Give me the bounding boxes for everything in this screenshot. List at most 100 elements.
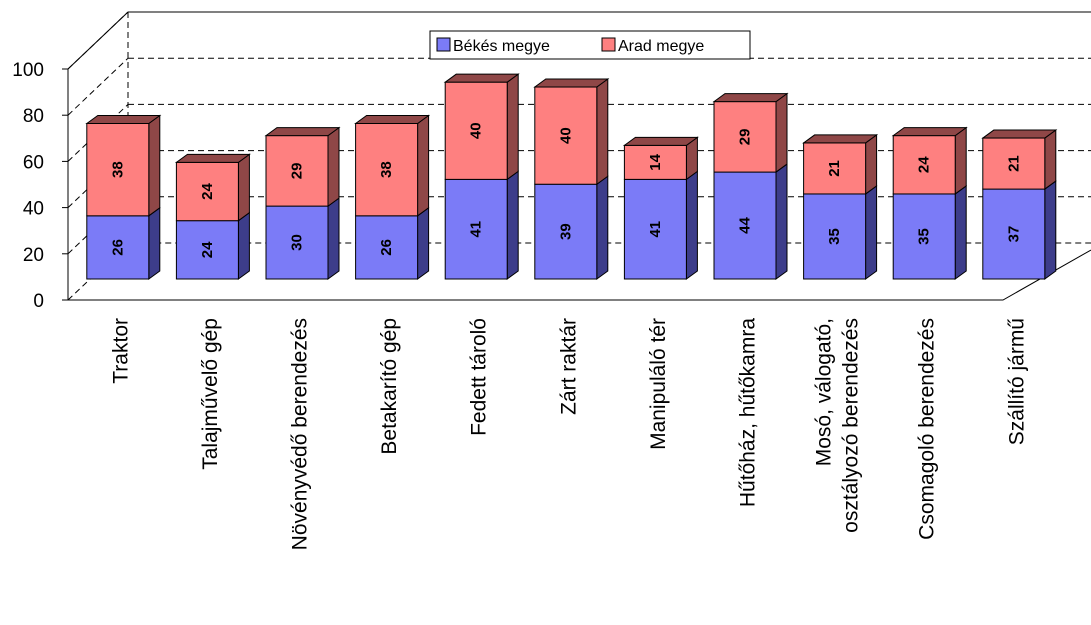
data-label: 24 <box>199 183 216 200</box>
bar-top <box>802 134 879 144</box>
data-label: 26 <box>109 239 126 256</box>
y-tick-label: 40 <box>23 199 44 220</box>
data-label: 38 <box>378 161 395 178</box>
bar-side <box>775 163 788 280</box>
bar-side <box>596 78 609 186</box>
bar-segment <box>982 188 1046 280</box>
bar-side <box>865 184 878 280</box>
data-label: 29 <box>289 163 306 180</box>
bar-segment <box>982 137 1046 190</box>
bar-top <box>354 114 431 124</box>
bar-side <box>327 126 340 208</box>
legend: Békés megye Arad megye <box>429 30 751 60</box>
bar-side <box>417 206 430 280</box>
bar-segment <box>803 142 867 195</box>
y-tick-label: 60 <box>23 152 44 173</box>
bar-side <box>954 126 967 195</box>
bar-top <box>264 127 341 137</box>
bar-segment <box>623 178 687 280</box>
data-label: 29 <box>737 129 754 146</box>
y-tick-label: 0 <box>33 291 44 312</box>
bar-segment <box>444 178 508 280</box>
category-label: Manipuláló tér <box>647 318 670 450</box>
y-tick-label: 80 <box>23 106 44 127</box>
data-label: 41 <box>468 221 485 238</box>
bar-side <box>506 170 519 280</box>
data-label: 24 <box>916 156 933 173</box>
category-label: Betakarító gép <box>378 318 401 455</box>
data-label: 35 <box>916 228 933 245</box>
category-label: Fedett tároló <box>468 318 491 436</box>
category-label: Mosó, válogató, <box>813 318 836 466</box>
data-label: 38 <box>109 161 126 178</box>
category-label: Csomagoló berendezés <box>916 318 939 540</box>
gridline-side <box>67 57 129 116</box>
legend-box <box>429 30 751 60</box>
bar-side <box>596 175 609 280</box>
data-label: 35 <box>826 228 843 245</box>
category-label: Traktor <box>109 318 132 384</box>
legend-label: Arad megye <box>618 38 704 55</box>
bar-side <box>237 153 250 222</box>
category-label: Szállító jármű <box>1005 318 1028 445</box>
bar-segment <box>86 122 150 217</box>
bar-segment <box>175 161 239 222</box>
floor-front-edge <box>68 249 1091 301</box>
category-label: Hűtőház, hűtőkamra <box>737 318 760 507</box>
data-label: 40 <box>468 122 485 139</box>
bar-side <box>417 114 430 217</box>
bar-side <box>148 206 161 280</box>
bar-segment <box>355 122 419 217</box>
data-label: 44 <box>737 217 754 234</box>
bar-segment <box>265 205 329 280</box>
x-axis-labels: Traktor Talajművelő gép Növényvédő berende… <box>109 318 1028 551</box>
bar-side <box>237 211 250 280</box>
data-label: 21 <box>1005 155 1022 172</box>
data-label: 39 <box>557 223 574 240</box>
bars: 26 38 24 24 30 29 26 38 41 40 39 40 41 14 44 29 35 21 35 24… <box>85 73 1058 280</box>
category-label: Zárt raktár <box>557 318 580 415</box>
bar-side <box>865 133 878 195</box>
data-label: 26 <box>378 239 395 256</box>
data-label: 21 <box>826 160 843 177</box>
data-label: 30 <box>289 234 306 251</box>
bar-segment <box>86 215 150 280</box>
bar-top <box>981 129 1058 139</box>
bar-side <box>685 170 698 280</box>
bar-top <box>891 127 968 137</box>
legend-swatch <box>601 37 616 52</box>
bar-side <box>1044 180 1057 280</box>
bar-segment <box>534 183 598 280</box>
category-label: Talajművelő gép <box>199 318 222 470</box>
data-label: 41 <box>647 221 664 238</box>
bar-top <box>712 93 789 103</box>
bar-segment <box>355 215 419 280</box>
y-axis: 0 20 40 60 80 100 <box>12 60 68 312</box>
bar-segment <box>265 135 329 207</box>
bar-top <box>443 73 520 83</box>
legend-swatch <box>436 37 451 52</box>
bar-segment <box>713 101 777 173</box>
bar-segment <box>892 135 956 195</box>
bar-top <box>533 78 610 88</box>
data-label: 14 <box>647 153 664 170</box>
bar-side <box>775 92 788 174</box>
bar-side <box>506 73 519 181</box>
bar-top <box>622 136 699 146</box>
bar-segment <box>623 144 687 180</box>
y-tick-label: 20 <box>23 245 44 266</box>
data-label: 24 <box>199 241 216 258</box>
bar-side <box>954 184 967 280</box>
bar-segment <box>803 193 867 280</box>
bar-segment <box>713 171 777 280</box>
bar-side <box>327 197 340 280</box>
bar-side <box>1044 129 1057 191</box>
bar-side <box>148 114 161 217</box>
bar-segment <box>444 81 508 180</box>
bar-top <box>85 114 162 124</box>
legend-label: Békés megye <box>453 38 550 55</box>
bar-top <box>174 153 251 163</box>
category-label: Növényvédő berendezés <box>289 318 312 550</box>
y-tick-label: 100 <box>12 60 44 81</box>
